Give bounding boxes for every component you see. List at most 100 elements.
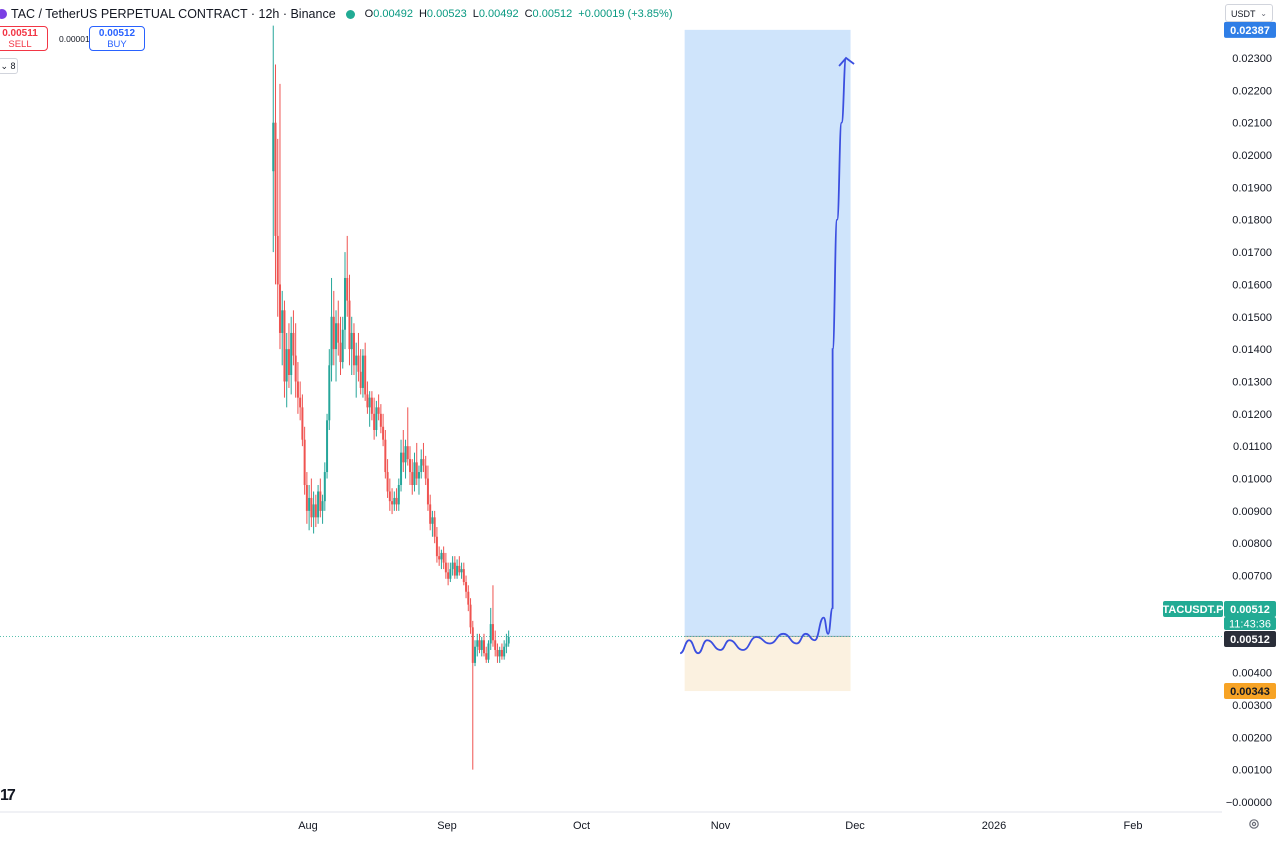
indicators-toggle[interactable]: ⌄ 8: [0, 58, 18, 74]
change-value: +0.00019 (+3.85%): [578, 8, 673, 20]
price-axis-label: 0.02100: [1232, 118, 1272, 130]
candle-body: [500, 649, 503, 657]
candle: [456, 559, 459, 579]
candle: [278, 83, 281, 350]
candle: [346, 235, 349, 317]
indicators-count: 8: [10, 61, 16, 71]
candle-body: [346, 277, 349, 301]
candle: [478, 633, 481, 654]
chevron-down-icon: ⌄: [1260, 9, 1267, 18]
candle: [462, 562, 465, 586]
candle: [438, 546, 441, 566]
candle: [375, 400, 378, 437]
candle: [283, 300, 286, 398]
candle-body: [355, 355, 358, 366]
open-value: 0.00492: [373, 8, 413, 20]
candle-body: [285, 349, 288, 382]
candle-body: [409, 459, 412, 473]
candle: [500, 643, 503, 660]
candle-body: [341, 329, 344, 363]
candle-body: [460, 569, 463, 573]
candle: [435, 527, 438, 563]
currency-selector[interactable]: USDT ⌄: [1225, 4, 1273, 22]
candle: [433, 510, 436, 544]
candle-body: [350, 332, 353, 350]
price-axis-label: 0.01200: [1232, 409, 1272, 421]
candle: [458, 556, 461, 576]
target-zone[interactable]: [684, 29, 851, 637]
candle: [491, 585, 494, 647]
candle-body: [433, 517, 436, 537]
price-axis-label: 0.00300: [1232, 700, 1272, 712]
candle: [417, 465, 420, 495]
candle-body: [476, 640, 479, 647]
candle: [404, 439, 407, 479]
buy-button[interactable]: 0.00512 BUY: [89, 26, 145, 51]
candle: [494, 630, 497, 657]
candle: [406, 407, 409, 466]
candle: [420, 449, 423, 479]
candle: [451, 556, 454, 576]
candle: [303, 426, 306, 495]
price-line-tag-bg: [1224, 631, 1276, 647]
candle: [292, 310, 295, 366]
candle-body: [370, 397, 373, 414]
candle-body: [420, 459, 423, 473]
gear-icon[interactable]: [1248, 818, 1260, 830]
stop-zone[interactable]: [684, 636, 851, 692]
candle-body: [482, 640, 485, 654]
candle: [397, 478, 400, 511]
candle: [391, 488, 394, 515]
candle: [469, 598, 472, 634]
candle-body: [319, 491, 322, 511]
candle-body: [294, 355, 297, 382]
symbol-title[interactable]: TAC / TetherUS PERPETUAL CONTRACT · 12h …: [11, 7, 336, 21]
candle: [312, 491, 315, 534]
candle: [476, 633, 479, 657]
candle: [299, 381, 302, 421]
candle: [326, 413, 329, 479]
price-axis-label: 0.00800: [1232, 538, 1272, 550]
long-position-tool[interactable]: [684, 29, 851, 692]
candle-body: [278, 284, 281, 333]
high-value: 0.00523: [426, 8, 467, 20]
candle-body: [440, 552, 443, 560]
candle-body: [415, 462, 418, 479]
candle-body: [422, 459, 425, 466]
countdown-tag-bg: [1224, 617, 1276, 630]
price-axis-label: 0.01900: [1232, 182, 1272, 194]
candle-body: [474, 646, 477, 663]
candle-body: [348, 300, 351, 350]
time-axis[interactable]: Aug Sep Oct Nov Dec 2026 Feb: [298, 820, 1142, 832]
candle-body: [503, 646, 506, 657]
candle-body: [352, 332, 355, 366]
price-axis[interactable]: 0.02300 0.02200 0.02100 0.02000 0.01900 0.018…: [1226, 53, 1272, 809]
tradingview-logo[interactable]: 17: [0, 787, 16, 804]
candle-body: [283, 310, 286, 382]
candle-body: [489, 624, 492, 644]
time-axis-label: Feb: [1124, 820, 1143, 832]
countdown-tag-text: 11:43:36: [1229, 619, 1271, 631]
candle-body: [447, 572, 450, 579]
candle: [467, 585, 470, 612]
candle-body: [379, 413, 382, 427]
candle-body: [397, 484, 400, 505]
candle-body: [337, 323, 340, 343]
candlestick-series: [272, 25, 510, 770]
candle: [305, 472, 308, 524]
candle: [505, 633, 508, 654]
candle: [370, 391, 373, 421]
price-axis-label: 0.00400: [1232, 668, 1272, 680]
sell-button[interactable]: 0.00511 SELL: [0, 26, 48, 51]
buy-price: 0.00512: [98, 28, 136, 39]
candle-body: [305, 484, 308, 511]
symbol-header: TAC / TetherUS PERPETUAL CONTRACT · 12h …: [0, 4, 672, 24]
candle-body: [429, 504, 432, 524]
projection-path[interactable]: [679, 57, 847, 655]
price-line-tag-text: 0.00512: [1230, 634, 1270, 646]
candle-body: [393, 497, 396, 505]
candle-body: [332, 316, 335, 350]
current-price-tag-bg: [1224, 601, 1276, 617]
candle: [496, 643, 499, 663]
